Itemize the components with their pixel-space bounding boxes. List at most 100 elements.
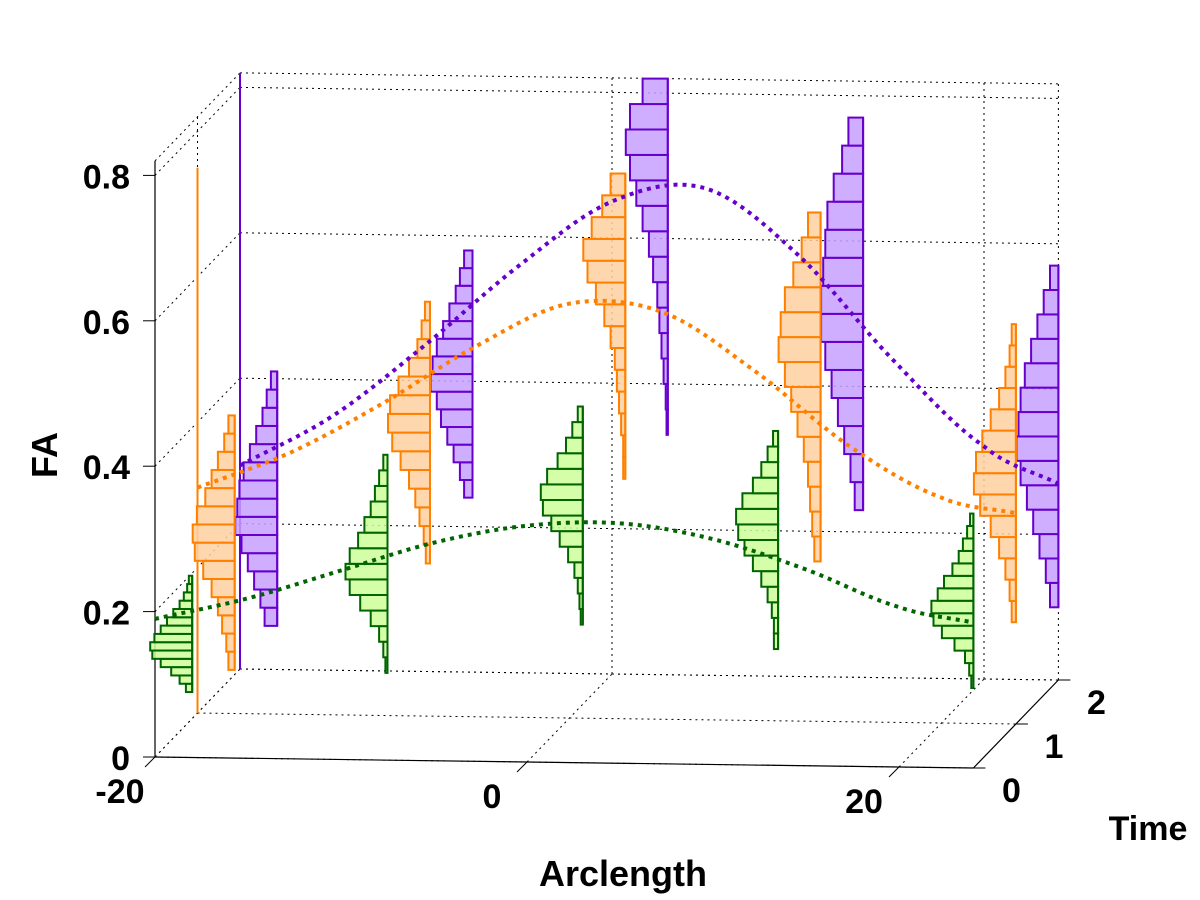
histogram-bin — [240, 534, 279, 555]
x-tick-label: 0 — [483, 778, 502, 816]
histogram-bin — [1049, 264, 1060, 292]
histogram-bin — [1032, 508, 1060, 536]
histogram — [387, 300, 432, 565]
histogram-bin — [652, 255, 669, 284]
histogram-bin — [159, 657, 194, 669]
histogram-bin — [989, 408, 1017, 432]
x-tick — [516, 761, 528, 773]
histogram — [1015, 264, 1060, 609]
histogram — [149, 574, 194, 694]
mean-curve-time-1 — [196, 298, 1017, 516]
histogram-bin — [234, 515, 279, 537]
histogram-bin — [357, 531, 389, 550]
histogram-bin — [389, 394, 432, 415]
y-axis-label: Time — [1109, 810, 1188, 848]
histogram-bin — [975, 450, 1017, 475]
plot-area — [149, 72, 1060, 713]
histogram-bin — [1019, 459, 1060, 487]
histogram-bin — [541, 498, 584, 517]
histogram-bin — [1015, 435, 1060, 462]
histogram-bin — [1019, 386, 1060, 414]
grid-line-back-z — [239, 377, 1059, 390]
time-tick-label: 0 — [1002, 772, 1021, 810]
histogram-bin — [565, 436, 584, 455]
histogram-bin — [641, 77, 669, 106]
histogram-bin — [972, 472, 1017, 496]
histogram-bin — [369, 500, 389, 519]
histogram-bin — [629, 103, 669, 131]
histogram-bin — [166, 616, 194, 627]
histogram-bin — [779, 311, 822, 339]
histogram-bin — [735, 507, 780, 526]
histogram-bin — [182, 591, 194, 602]
histogram-bin — [151, 649, 194, 660]
histogram-bin — [153, 632, 194, 644]
histogram-bin — [369, 609, 389, 628]
histogram-bin — [246, 552, 279, 573]
z-tick-label: 0.2 — [83, 595, 130, 633]
histogram-bin — [255, 424, 279, 446]
histogram-bin — [766, 585, 780, 604]
histogram-bin — [647, 230, 669, 258]
histogram-bin — [414, 487, 431, 509]
histogram-bin — [1004, 365, 1017, 390]
histogram-bin — [783, 286, 822, 314]
histogram-bin — [961, 537, 975, 552]
histogram-bin — [359, 593, 389, 612]
histogram-bin — [656, 281, 669, 309]
histogram-bin — [615, 368, 627, 393]
histogram-bin — [546, 467, 584, 486]
histogram-bin — [373, 484, 389, 503]
histogram-bin — [853, 481, 865, 512]
histogram-bin — [178, 674, 194, 685]
histogram-bin — [387, 412, 431, 434]
histogram-bin — [210, 578, 236, 599]
histogram-bin — [263, 606, 279, 627]
histogram-bin — [429, 373, 474, 393]
histogram-bin — [1042, 289, 1060, 316]
histogram-bin — [463, 478, 474, 499]
x-axis-line — [154, 756, 974, 769]
histogram-bin — [363, 516, 389, 534]
histogram-bin — [454, 284, 474, 305]
histogram-bin — [265, 388, 279, 409]
series-time-2 — [234, 77, 1060, 627]
histogram-bin — [751, 554, 780, 573]
histogram-bin — [609, 172, 627, 197]
histogram-bin — [378, 625, 389, 643]
histogram-bin — [629, 153, 669, 182]
histogram-bin — [981, 429, 1017, 453]
histogram-bin — [836, 396, 865, 428]
histogram-bin — [344, 562, 389, 581]
histogram-bin — [998, 387, 1017, 411]
z-axis-label: FA — [24, 432, 65, 478]
histogram-bin — [435, 337, 474, 358]
histogram-bin — [458, 461, 474, 481]
histogram-bin — [452, 443, 474, 464]
histogram-bin — [766, 445, 780, 464]
histogram-bin — [1036, 313, 1060, 340]
series-time-1 — [191, 172, 1017, 671]
histogram-bin — [790, 385, 822, 413]
histogram-bin — [458, 267, 474, 287]
histogram-bin — [399, 450, 432, 471]
histogram-bin — [204, 487, 236, 508]
histogram-bin — [1023, 362, 1060, 389]
histogram — [777, 211, 822, 563]
histogram-bin — [824, 228, 865, 259]
histogram-bin — [408, 356, 431, 378]
histogram — [930, 512, 975, 690]
histogram-bin — [820, 312, 865, 343]
histogram — [191, 414, 236, 671]
histogram-bin — [609, 325, 627, 349]
histogram-bin — [159, 624, 194, 635]
histogram-bin — [635, 179, 669, 207]
histogram-bin — [826, 200, 865, 231]
histogram-bin — [760, 461, 780, 479]
histogram — [972, 323, 1017, 624]
histogram-bin — [624, 128, 669, 156]
histogram-bin — [641, 204, 669, 233]
histogram-bin — [741, 492, 780, 510]
histogram-bin — [783, 361, 822, 388]
